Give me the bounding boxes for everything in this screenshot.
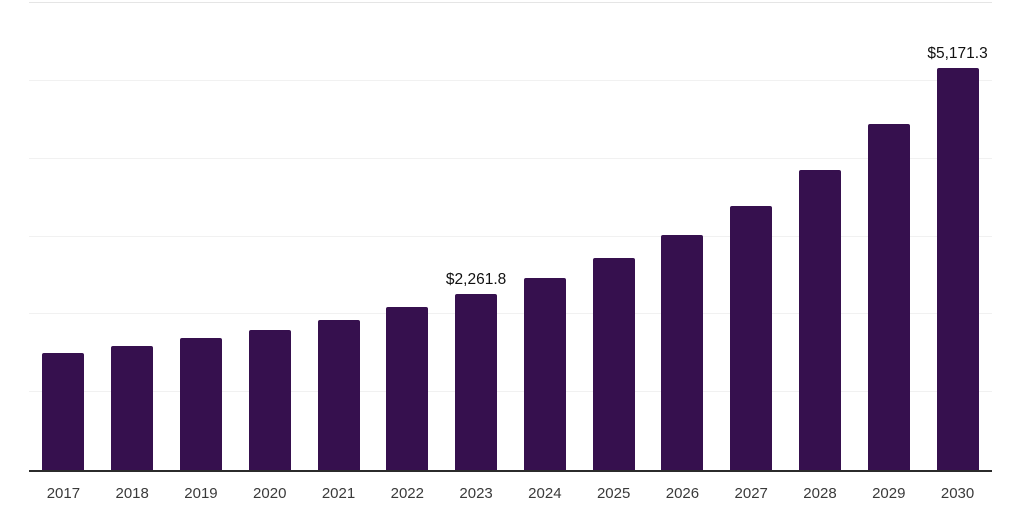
bar-2027 [730, 206, 773, 470]
bar-slot [579, 3, 648, 470]
bar-2018 [111, 346, 154, 470]
x-tick-label-2027: 2027 [734, 485, 768, 502]
gridline [29, 79, 992, 81]
bar-2030: $5,171.3 [927, 45, 988, 470]
bar-slot: $5,171.3 [923, 3, 992, 470]
gridline [29, 235, 992, 237]
x-axis-line [29, 470, 992, 472]
gridline [29, 313, 992, 315]
gridline [29, 391, 992, 393]
x-axis-labels: 2017 2018 2019 2020 2021 2022 2023 2024 2025 2026… [29, 485, 992, 502]
bar-slot [854, 3, 923, 470]
x-tick-label-2022: 2022 [390, 485, 424, 502]
x-tick-label-2025: 2025 [596, 485, 631, 502]
x-tick-label-2018: 2018 [115, 485, 149, 502]
x-tick-label-2029: 2029 [872, 485, 906, 502]
bar-2025 [592, 258, 635, 470]
bar-2017 [42, 353, 85, 470]
bar-2022 [386, 306, 429, 470]
bar-2026 [661, 235, 704, 470]
x-tick-label-2028: 2028 [803, 485, 837, 502]
bar-slot [786, 3, 855, 470]
gridline [29, 157, 992, 159]
bar-slot [648, 3, 717, 470]
bar-slot [167, 3, 236, 470]
bar-2023: $2,261.8 [446, 271, 506, 470]
bar-2024 [523, 278, 566, 470]
bar-slot [98, 3, 167, 470]
x-tick-label-2019: 2019 [184, 485, 218, 502]
bar-2029 [867, 124, 910, 470]
plot-area: $2,261.8 $5,171.3 [29, 2, 992, 470]
bar-2028 [798, 169, 841, 470]
bar-slot [510, 3, 579, 470]
x-tick-label-2017: 2017 [46, 485, 81, 502]
bar-2021 [317, 320, 360, 470]
bar-value-label-2023: $2,261.8 [445, 270, 507, 288]
bars-container: $2,261.8 $5,171.3 [29, 3, 992, 470]
x-tick-label-2030: 2030 [940, 485, 975, 502]
bar-slot [29, 3, 98, 470]
x-tick-label-2026: 2026 [665, 485, 700, 502]
x-tick-label-2020: 2020 [253, 485, 287, 502]
bar-value-label-2030: $5,171.3 [927, 44, 988, 62]
bar-slot [717, 3, 786, 470]
bar-chart: $2,261.8 $5,171.3 2017 2018 2019 2020 2021 202… [29, 2, 992, 512]
bar-slot: $2,261.8 [442, 3, 511, 470]
bar-2020 [248, 329, 291, 470]
bar-2019 [179, 338, 222, 470]
x-tick-label-2021: 2021 [321, 485, 356, 502]
x-tick-label-2024: 2024 [528, 485, 562, 502]
bar-slot [373, 3, 442, 470]
x-tick-label-2023: 2023 [459, 485, 493, 502]
bar-slot [304, 3, 373, 470]
bar-slot [235, 3, 304, 470]
